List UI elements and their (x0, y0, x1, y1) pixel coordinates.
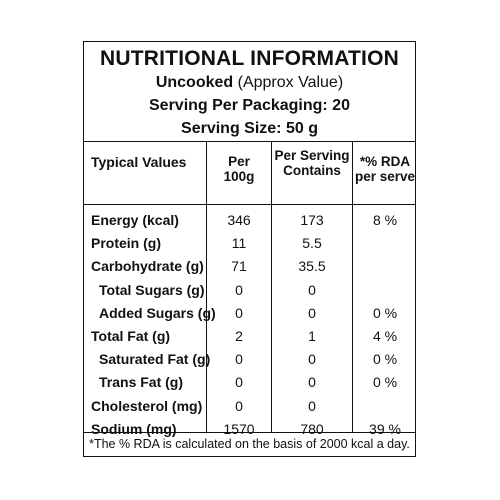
rda-value: 0 % (372, 351, 398, 368)
per-serving-value: 5.5 (302, 235, 322, 252)
rda-value: 8 % (372, 212, 398, 228)
per-100g-value: 346 (227, 212, 251, 228)
nutrient-label: Energy (kcal) (91, 212, 179, 228)
rda-value: 4 % (372, 328, 398, 344)
col-per-serving: Per Serving Contains (274, 148, 350, 178)
nutrient-row: Total Fat (g) 2 1 4 % (84, 324, 415, 348)
per-100g-value: 71 (231, 258, 247, 275)
per-serving-value: 0 (308, 351, 316, 368)
per-serving-value: 0 (308, 281, 316, 298)
per-100g-value: 0 (235, 351, 243, 368)
nutrition-header: NUTRITIONAL INFORMATION Uncooked (Approx… (84, 42, 415, 142)
uncooked-line: Uncooked (Approx Value) (84, 71, 415, 94)
column-divider (352, 142, 353, 433)
per-100g-value: 0 (235, 304, 243, 321)
nutrient-label: Trans Fat (g) (99, 374, 184, 391)
header-row-divider (84, 204, 415, 205)
per-serving-value: 0 (308, 304, 316, 321)
per-serving-value: 0 (308, 374, 316, 391)
nutrition-table: Typical Values Per 100g Per Serving Cont… (84, 142, 416, 437)
col-rda: *% RDA per serve (354, 154, 416, 184)
nutrient-label: Saturated Fat (g) (99, 351, 211, 368)
rda-value: 0 % (372, 304, 398, 321)
rda-footnote: *The % RDA is calculated on the basis of… (84, 432, 415, 456)
serving-per-packaging: Serving Per Packaging: 20 (149, 97, 350, 114)
rda-value: 0 % (372, 374, 398, 391)
per-100g-value: 2 (235, 328, 243, 344)
column-divider (206, 142, 207, 433)
nutrient-label: Protein (g) (91, 235, 161, 252)
col-typical-values: Typical Values (91, 154, 187, 170)
nutrient-label: Carbohydrate (g) (91, 258, 204, 275)
per-serving-value: 1 (308, 328, 316, 344)
nutrient-label: Added Sugars (g) (99, 304, 216, 321)
per-100g-value: 11 (231, 235, 247, 252)
nutrient-row: Total Sugars (g) 0 0 (84, 278, 415, 302)
serving-size: Serving Size: 50 g (181, 120, 318, 137)
nutrient-label: Total Sugars (g) (99, 281, 205, 298)
uncooked-label: Uncooked (155, 74, 234, 91)
nutrient-label: Cholesterol (mg) (91, 397, 203, 414)
nutrient-row: Added Sugars (g) 0 0 0 % (84, 301, 415, 325)
nutrient-label: Total Fat (g) (91, 328, 171, 344)
per-serving-value: 173 (300, 212, 324, 228)
per-100g-value: 0 (235, 281, 243, 298)
nutrient-row: Energy (kcal) 346 173 8 % (84, 208, 415, 232)
nutrient-row: Carbohydrate (g) 71 35.5 (84, 254, 415, 278)
nutrition-panel: NUTRITIONAL INFORMATION Uncooked (Approx… (83, 41, 416, 457)
nutrient-row: Protein (g) 11 5.5 (84, 231, 415, 255)
per-100g-value: 0 (235, 374, 243, 391)
nutrient-row: Trans Fat (g) 0 0 0 % (84, 370, 415, 394)
nutrition-title: NUTRITIONAL INFORMATION (100, 47, 399, 70)
approx-label: (Approx Value) (233, 74, 344, 91)
nutrient-row: Saturated Fat (g) 0 0 0 % (84, 347, 415, 371)
col-per-100g: Per 100g (223, 154, 255, 184)
per-serving-value: 0 (308, 397, 316, 414)
per-100g-value: 0 (235, 397, 243, 414)
nutrient-row: Cholesterol (mg) 0 0 (84, 394, 415, 418)
column-divider (271, 142, 272, 433)
per-serving-value: 35.5 (298, 258, 326, 275)
